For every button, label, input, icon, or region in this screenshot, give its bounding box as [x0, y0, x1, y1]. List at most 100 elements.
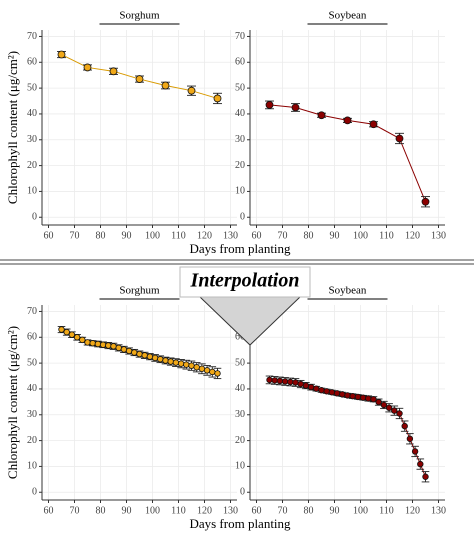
y-tick-label: 10 — [27, 186, 37, 197]
x-tick-label: 110 — [379, 230, 394, 241]
x-tick-label: 90 — [330, 505, 340, 516]
x-tick-label: 90 — [330, 230, 340, 241]
y-tick-label: 0 — [240, 212, 245, 223]
data-point — [131, 349, 138, 356]
x-tick-label: 60 — [44, 230, 54, 241]
data-point — [136, 350, 143, 358]
data-point — [328, 389, 336, 396]
data-point — [162, 357, 169, 364]
x-tick-label: 110 — [379, 505, 394, 516]
y-tick-label: 0 — [240, 487, 245, 498]
y-tick-label: 20 — [27, 435, 37, 446]
y-tick-label: 50 — [27, 82, 37, 93]
y-tick-label: 10 — [235, 186, 245, 197]
data-point — [323, 388, 330, 395]
y-tick-label: 30 — [27, 134, 37, 145]
data-point — [380, 401, 388, 409]
data-point — [214, 370, 221, 377]
x-tick-label: 100 — [353, 505, 368, 516]
data-point — [375, 398, 382, 406]
data-point — [73, 334, 81, 341]
y-tick-label: 10 — [235, 461, 245, 472]
x-tick-label: 60 — [44, 505, 54, 516]
data-point — [99, 341, 107, 348]
x-axis-label: Days from planting — [189, 241, 291, 256]
facet-title: Sorghum — [119, 285, 160, 297]
data-point — [188, 362, 195, 369]
data-point — [125, 347, 133, 355]
data-point — [422, 473, 429, 480]
data-point — [292, 379, 299, 386]
x-tick-label: 120 — [197, 230, 212, 241]
y-tick-label: 40 — [27, 383, 37, 394]
data-point — [58, 326, 65, 333]
data-point — [349, 392, 356, 400]
data-point — [302, 382, 310, 389]
x-tick-label: 100 — [145, 505, 160, 516]
x-tick-label: 120 — [405, 505, 420, 516]
data-point — [68, 331, 76, 338]
y-tick-label: 60 — [235, 332, 245, 343]
data-point — [161, 81, 170, 90]
x-tick-label: 60 — [252, 505, 262, 516]
y-tick-label: 0 — [32, 212, 37, 223]
data-point — [213, 94, 222, 103]
data-point — [94, 340, 102, 348]
data-point — [287, 378, 294, 386]
x-tick-label: 110 — [171, 505, 186, 516]
facet-title: Soybean — [329, 10, 367, 22]
y-tick-label: 60 — [27, 57, 37, 68]
y-tick-label: 0 — [32, 487, 37, 498]
y-tick-label: 30 — [235, 134, 245, 145]
x-tick-label: 130 — [431, 230, 446, 241]
y-axis-label: Chlorophyll content (μg/cm²) — [5, 326, 20, 479]
y-tick-label: 70 — [27, 31, 37, 42]
data-point — [391, 407, 398, 414]
data-point — [396, 410, 403, 417]
data-point — [271, 377, 278, 384]
banner — [179, 266, 311, 298]
y-tick-label: 30 — [235, 409, 245, 420]
y-tick-label: 50 — [27, 357, 37, 368]
y-tick-label: 50 — [235, 82, 245, 93]
data-point — [89, 340, 96, 347]
x-tick-label: 70 — [278, 230, 288, 241]
facet-title: Sorghum — [119, 10, 160, 22]
data-point — [265, 101, 274, 109]
y-tick-label: 20 — [235, 160, 245, 171]
data-point — [151, 354, 159, 362]
y-tick-label: 20 — [27, 160, 37, 171]
data-point — [183, 361, 190, 368]
y-tick-label: 60 — [235, 57, 245, 68]
x-tick-label: 80 — [304, 230, 314, 241]
y-tick-label: 40 — [235, 108, 245, 119]
x-tick-label: 70 — [278, 505, 288, 516]
data-point — [167, 358, 174, 365]
data-point — [146, 353, 154, 360]
data-point — [193, 364, 200, 371]
data-point — [411, 448, 419, 455]
data-point — [135, 75, 144, 83]
y-tick-label: 70 — [235, 31, 245, 42]
y-tick-label: 50 — [235, 357, 245, 368]
data-point — [365, 395, 372, 402]
data-point — [307, 383, 315, 391]
data-point — [401, 422, 408, 430]
y-tick-label: 10 — [27, 461, 37, 472]
y-tick-label: 70 — [27, 306, 37, 317]
data-point — [313, 385, 320, 392]
data-point — [281, 378, 289, 385]
data-point — [141, 352, 148, 359]
x-tick-label: 80 — [304, 505, 314, 516]
x-tick-label: 80 — [96, 505, 106, 516]
x-tick-label: 90 — [122, 505, 132, 516]
x-tick-label: 120 — [197, 505, 212, 516]
x-tick-label: 130 — [431, 505, 446, 516]
data-point — [344, 392, 351, 399]
data-point — [198, 365, 206, 372]
data-point — [110, 343, 117, 350]
annotation: Interpolation — [190, 270, 300, 292]
x-tick-label: 110 — [171, 230, 186, 241]
y-axis-label: Chlorophyll content (μg/cm²) — [5, 51, 20, 204]
